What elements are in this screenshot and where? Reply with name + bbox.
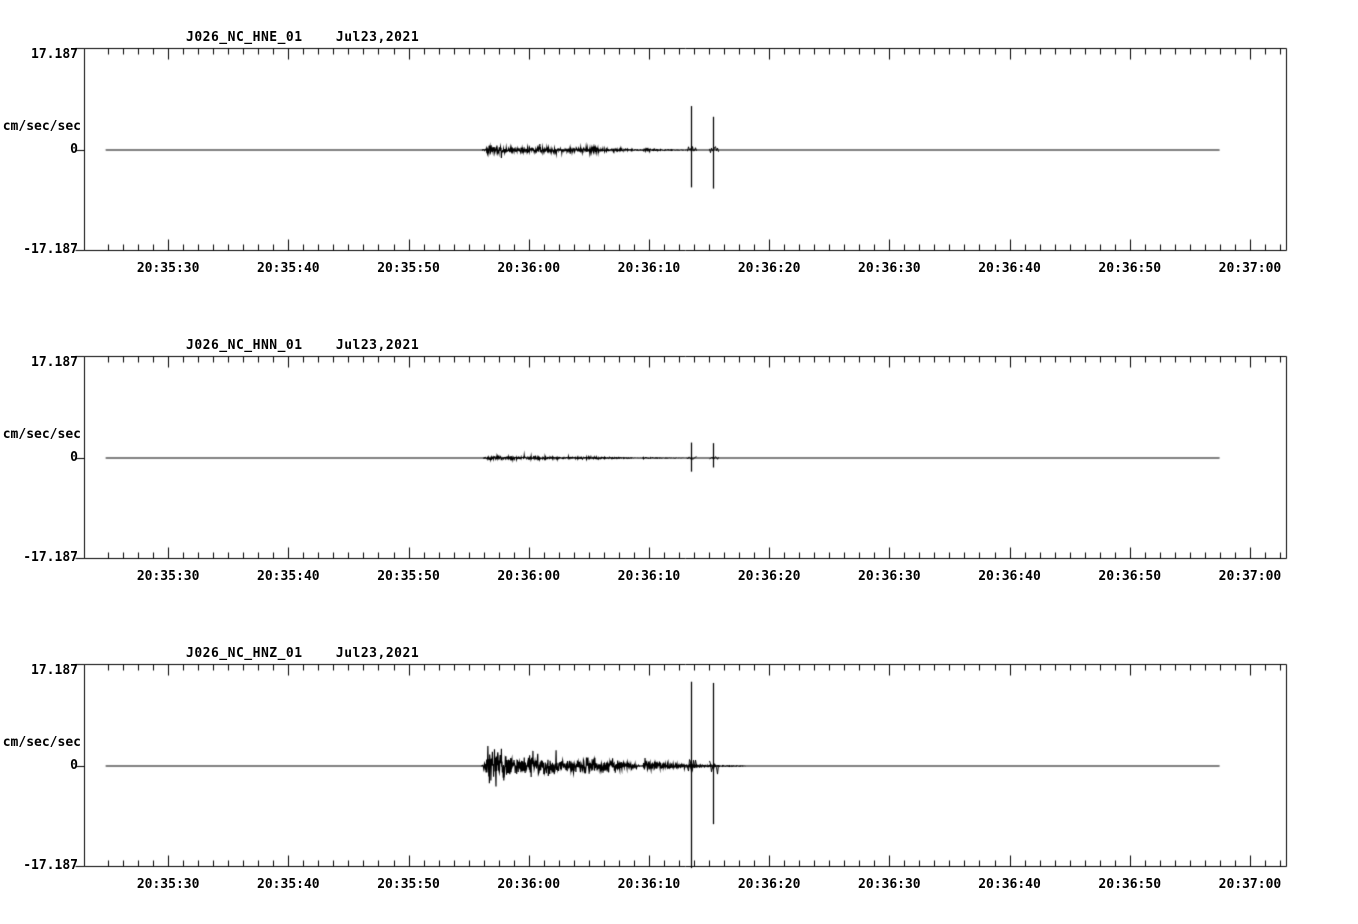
y-axis-zero-label-hnn: 0	[70, 450, 78, 465]
waveform-plot-hne	[0, 0, 1358, 310]
seismogram-panel-hnz: J026_NC_HNZ_01 Jul23,2021 17.187 cm/sec/…	[0, 616, 1358, 924]
x-tick-label: 20:37:00	[1218, 877, 1282, 892]
seismogram-panel-hnn: J026_NC_HNN_01 Jul23,2021 17.187 cm/sec/…	[0, 308, 1358, 618]
x-tick-label: 20:35:30	[136, 877, 200, 892]
x-tick-label: 20:37:00	[1218, 261, 1282, 276]
x-tick-label: 20:36:10	[617, 569, 681, 584]
x-tick-label: 20:36:30	[858, 569, 921, 584]
x-tick-label: 20:36:50	[1098, 569, 1162, 584]
x-tick-label: 20:36:20	[737, 569, 801, 584]
x-tick-label: 20:35:50	[377, 261, 440, 276]
x-tick-label: 20:35:50	[377, 569, 440, 584]
x-tick-label: 20:35:40	[257, 261, 320, 276]
y-axis-units-label-hne: cm/sec/sec	[2, 119, 81, 134]
y-axis-min-label-hne: -17.187	[23, 242, 78, 257]
trace-title-hnn: J026_NC_HNN_01 Jul23,2021	[186, 338, 420, 353]
x-tick-label: 20:36:20	[737, 877, 801, 892]
x-tick-label: 20:35:50	[377, 877, 440, 892]
x-tick-label: 20:36:50	[1098, 877, 1162, 892]
waveform-plot-hnn	[0, 308, 1358, 618]
x-tick-label: 20:35:30	[136, 569, 200, 584]
waveform-plot-hnz	[0, 616, 1358, 924]
y-axis-units-label-hnz: cm/sec/sec	[2, 735, 81, 750]
x-tick-label: 20:36:30	[858, 877, 921, 892]
trace-title-hne: J026_NC_HNE_01 Jul23,2021	[186, 30, 420, 45]
x-tick-label: 20:36:50	[1098, 261, 1162, 276]
x-tick-label: 20:36:40	[978, 261, 1041, 276]
y-axis-zero-label-hne: 0	[70, 142, 78, 157]
y-axis-max-label-hnn: 17.187	[31, 355, 78, 370]
x-axis-tick-labels-hne: 20:35:30 20:35:40 20:35:50 20:36:00 20:36:10…	[0, 262, 1358, 280]
x-tick-label: 20:35:40	[257, 877, 320, 892]
seismogram-panel-hne: J026_NC_HNE_01 Jul23,2021 17.187 cm/sec/…	[0, 0, 1358, 310]
x-tick-label: 20:36:00	[497, 569, 561, 584]
y-axis-min-label-hnz: -17.187	[23, 858, 78, 873]
x-tick-label: 20:35:40	[257, 569, 320, 584]
y-axis-max-label-hne: 17.187	[31, 47, 78, 62]
x-tick-label: 20:36:10	[617, 261, 681, 276]
x-tick-label: 20:36:40	[978, 877, 1041, 892]
trace-title-hnz: J026_NC_HNZ_01 Jul23,2021	[186, 646, 420, 661]
x-tick-label: 20:36:00	[497, 261, 561, 276]
x-tick-label: 20:35:30	[136, 261, 200, 276]
x-tick-label: 20:36:00	[497, 877, 561, 892]
x-tick-label: 20:36:20	[737, 261, 801, 276]
y-axis-zero-label-hnz: 0	[70, 758, 78, 773]
x-axis-tick-labels-hnn: 20:35:30 20:35:40 20:35:50 20:36:00 20:36:10…	[0, 570, 1358, 588]
x-tick-label: 20:36:40	[978, 569, 1041, 584]
x-tick-label: 20:36:10	[617, 877, 681, 892]
y-axis-max-label-hnz: 17.187	[31, 663, 78, 678]
x-tick-label: 20:36:30	[858, 261, 921, 276]
y-axis-min-label-hnn: -17.187	[23, 550, 78, 565]
x-axis-tick-labels-hnz: 20:35:30 20:35:40 20:35:50 20:36:00 20:36:10…	[0, 878, 1358, 896]
x-tick-label: 20:37:00	[1218, 569, 1282, 584]
y-axis-units-label-hnn: cm/sec/sec	[2, 427, 81, 442]
